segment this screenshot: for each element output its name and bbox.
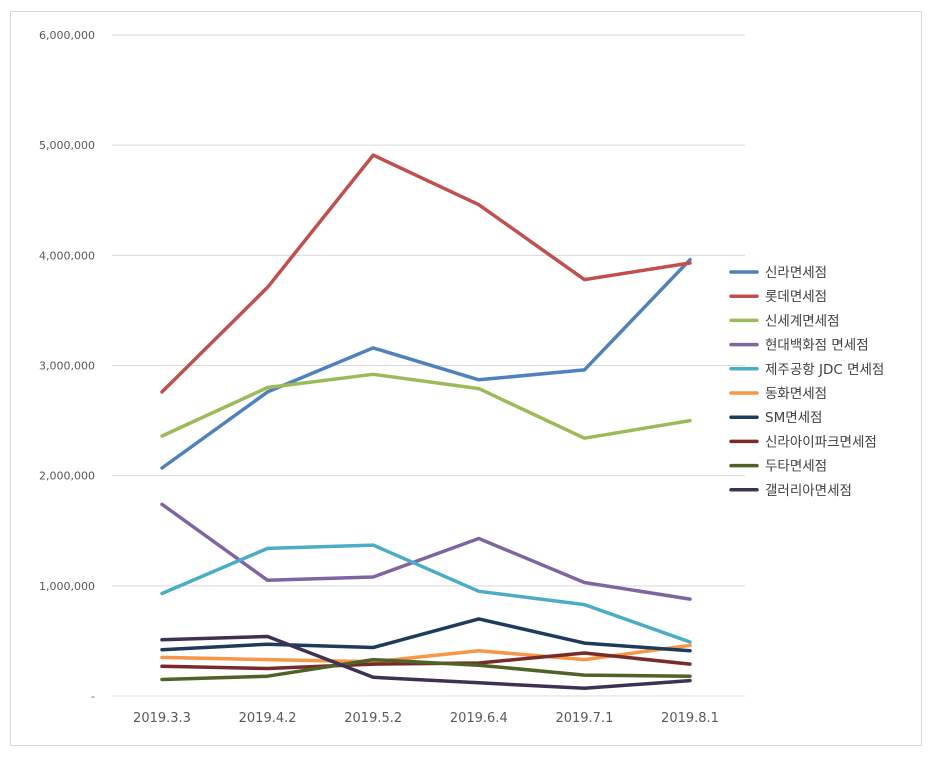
- series-line-5: [160, 543, 692, 644]
- y-tick-label: 1,000,000: [39, 580, 95, 593]
- x-tick-label: 2019.4.2: [239, 711, 297, 726]
- x-tick-label: 2019.6.4: [450, 711, 508, 726]
- series-line-10: [160, 634, 692, 691]
- legend-label: 제주공항 JDC 면세점: [765, 362, 884, 378]
- x-tick-label: 2019.3.3: [133, 711, 191, 726]
- y-tick-label: -: [91, 690, 95, 703]
- series-line-1: [160, 257, 692, 470]
- y-tick-label: 6,000,000: [39, 29, 95, 42]
- gridlines: [112, 34, 745, 697]
- y-axis: - 1,000,000 2,000,000 3,000,000 4,000,000 5,0…: [39, 29, 95, 703]
- y-tick-label: 2,000,000: [39, 470, 95, 483]
- series-line-4: [160, 502, 692, 601]
- series-line-2: [160, 153, 692, 394]
- y-tick-label: 5,000,000: [39, 139, 95, 152]
- series-lines: [160, 153, 692, 691]
- y-tick-label: 3,000,000: [39, 360, 95, 373]
- legend-label: SM면세점: [765, 410, 822, 426]
- legend-label: 갤러리아면세점: [765, 483, 852, 499]
- legend-label: 동화면세점: [765, 386, 827, 402]
- x-axis: 2019.3.3 2019.4.2 2019.5.2 2019.6.4 2019.7.1…: [133, 711, 719, 726]
- x-tick-label: 2019.8.1: [661, 711, 719, 726]
- legend-label: 신라아이파크면세점: [765, 434, 877, 450]
- legend-label: 신세계면세점: [765, 313, 840, 329]
- series-line-6: [160, 643, 692, 664]
- series-line-7: [160, 617, 692, 653]
- legend-label: 신라면세점: [765, 265, 827, 281]
- legend-label: 현대백화점 면세점: [765, 338, 869, 354]
- series-line-9: [160, 657, 692, 682]
- x-tick-label: 2019.5.2: [344, 711, 402, 726]
- legend-label: 롯데면세점: [765, 289, 827, 305]
- x-tick-label: 2019.7.1: [555, 711, 613, 726]
- legend-label: 두타면세점: [765, 459, 827, 475]
- y-tick-label: 4,000,000: [39, 249, 95, 262]
- series-line-3: [160, 372, 692, 440]
